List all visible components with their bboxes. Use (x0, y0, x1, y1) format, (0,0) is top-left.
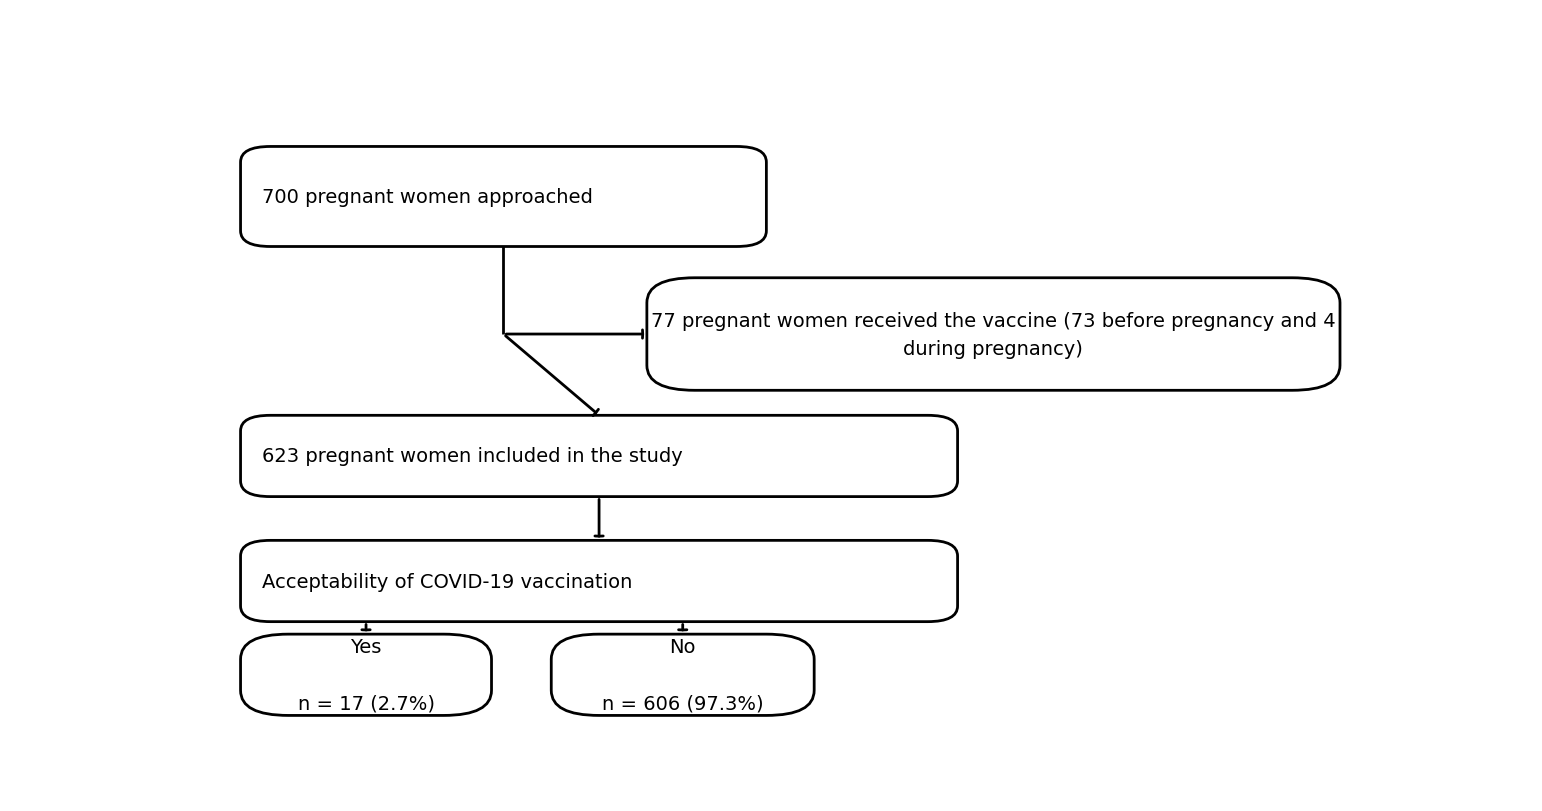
FancyBboxPatch shape (241, 148, 766, 247)
Text: No

n = 606 (97.3%): No n = 606 (97.3%) (601, 637, 763, 712)
FancyBboxPatch shape (241, 416, 958, 497)
Text: Yes

n = 17 (2.7%): Yes n = 17 (2.7%) (298, 637, 435, 712)
FancyBboxPatch shape (552, 634, 814, 715)
Text: 700 pregnant women approached: 700 pregnant women approached (262, 188, 594, 207)
Text: 77 pregnant women received the vaccine (73 before pregnancy and 4
during pregnan: 77 pregnant women received the vaccine (… (651, 311, 1335, 358)
FancyBboxPatch shape (241, 541, 958, 622)
FancyBboxPatch shape (646, 278, 1340, 391)
Text: Acceptability of COVID-19 vaccination: Acceptability of COVID-19 vaccination (262, 572, 632, 590)
FancyBboxPatch shape (241, 634, 492, 715)
Text: 623 pregnant women included in the study: 623 pregnant women included in the study (262, 447, 683, 466)
